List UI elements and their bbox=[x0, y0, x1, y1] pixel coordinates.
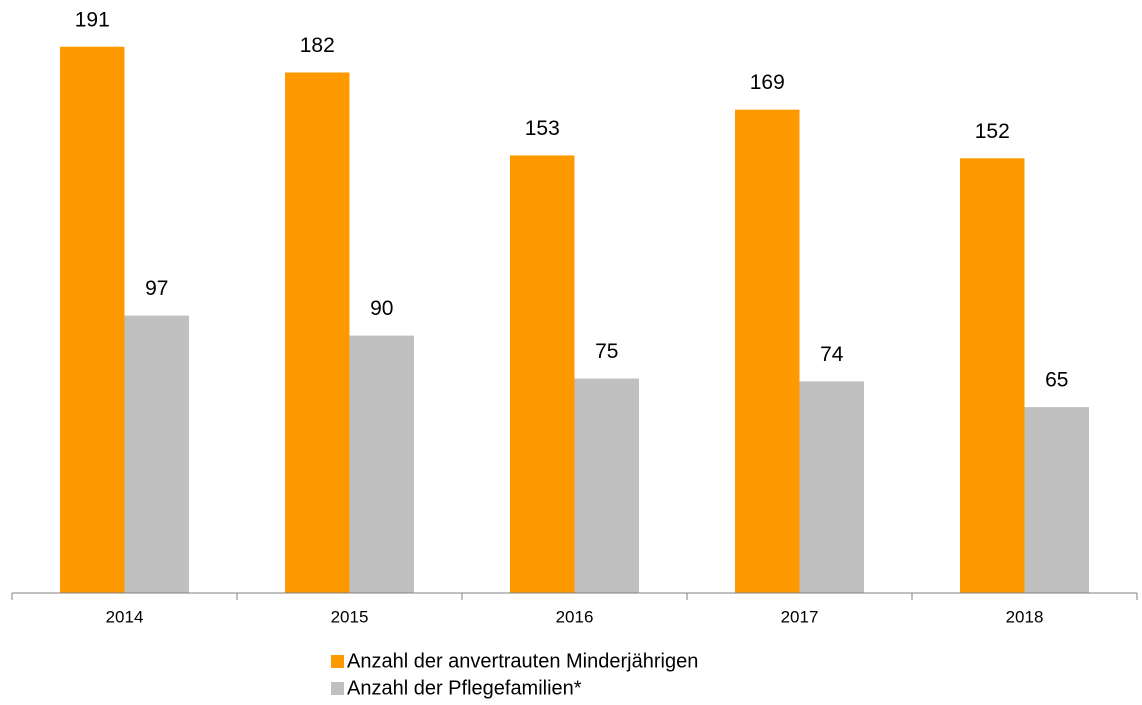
x-tick-label: 2016 bbox=[556, 607, 594, 626]
bar bbox=[574, 378, 639, 593]
bar bbox=[960, 158, 1025, 593]
bar bbox=[285, 72, 350, 594]
value-label: 169 bbox=[750, 71, 785, 94]
bar bbox=[349, 335, 414, 593]
bar bbox=[799, 381, 864, 593]
value-label: 182 bbox=[300, 34, 335, 57]
legend-swatch bbox=[331, 682, 344, 695]
bar bbox=[60, 46, 125, 594]
value-label: 74 bbox=[820, 343, 844, 366]
x-tick-label: 2018 bbox=[1006, 607, 1044, 626]
value-label: 152 bbox=[975, 120, 1010, 143]
value-label: 97 bbox=[145, 277, 168, 300]
x-tick-label: 2014 bbox=[106, 607, 144, 626]
legend-swatch bbox=[331, 655, 344, 668]
value-label: 90 bbox=[370, 297, 393, 320]
legend-label: Anzahl der anvertrauten Minderjährigen bbox=[347, 650, 698, 672]
value-label: 75 bbox=[595, 340, 618, 363]
bar bbox=[1024, 407, 1089, 593]
bar bbox=[735, 109, 800, 593]
x-tick-label: 2015 bbox=[331, 607, 369, 626]
value-label: 153 bbox=[525, 117, 560, 140]
value-label: 191 bbox=[75, 8, 110, 31]
x-tick-label: 2017 bbox=[781, 607, 819, 626]
bar bbox=[510, 155, 575, 594]
legend-label: Anzahl der Pflegefamilien* bbox=[347, 677, 582, 699]
value-label: 65 bbox=[1045, 369, 1068, 392]
bar bbox=[124, 315, 189, 593]
